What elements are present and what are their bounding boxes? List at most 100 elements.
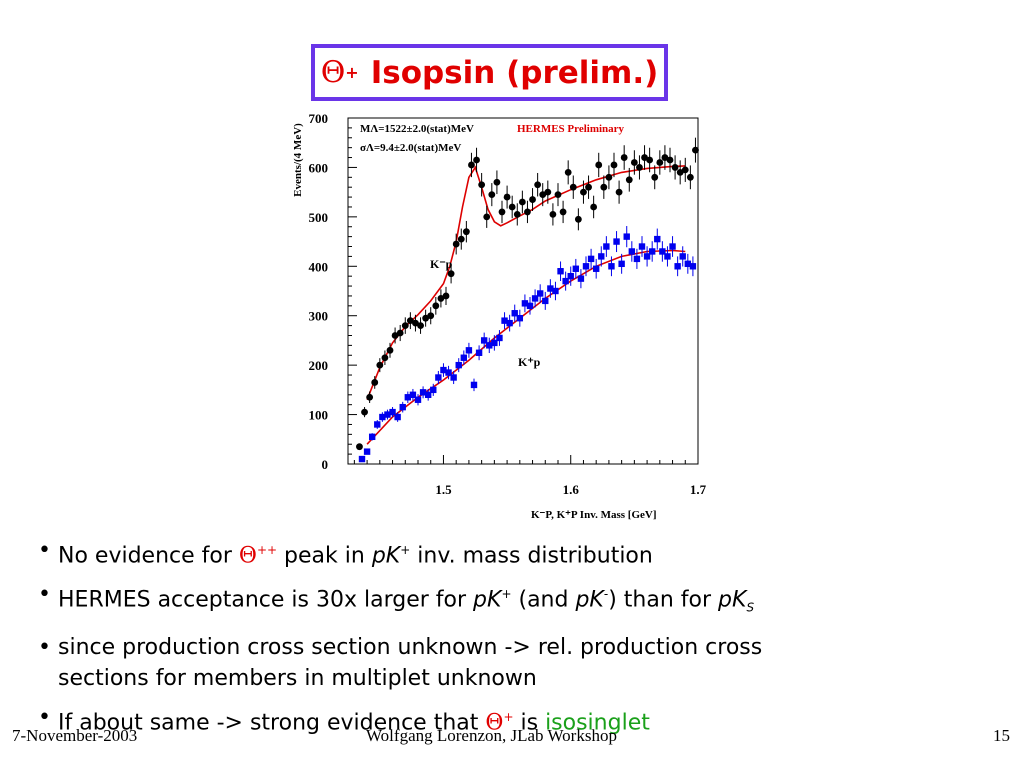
data-point-kplus	[679, 253, 686, 260]
data-point-kminus	[636, 164, 643, 171]
data-point-kminus	[549, 210, 557, 218]
bullet-1-text-a: No evidence for	[58, 543, 239, 569]
y-tick-label: 0	[322, 457, 329, 472]
data-point-kminus	[498, 208, 506, 216]
bullet-2-text-a: HERMES acceptance is 30x larger for	[58, 587, 474, 613]
data-point-kminus	[468, 161, 475, 169]
data-point-kminus	[671, 164, 679, 171]
data-point-kminus	[554, 191, 562, 199]
data-point-kplus	[501, 317, 508, 324]
bullet-2-text-b: (and	[511, 587, 576, 613]
data-point-kplus	[623, 233, 630, 240]
data-point-kplus	[394, 413, 401, 421]
data-point-kminus	[518, 198, 526, 206]
data-point-kminus	[569, 183, 577, 191]
data-point-kminus	[412, 319, 419, 327]
data-point-kplus	[638, 243, 646, 250]
data-point-kminus	[432, 302, 440, 310]
data-point-kminus	[437, 295, 445, 302]
plot-frame	[347, 117, 699, 465]
data-point-kplus	[440, 366, 447, 374]
bullet-2: • HERMES acceptance is 30x larger for pK+…	[38, 579, 1008, 624]
data-point-kplus	[460, 354, 468, 361]
data-point-kminus	[692, 146, 699, 154]
data-point-kplus	[404, 394, 412, 401]
bullet-3-line-1: since production cross section unknown -…	[58, 635, 763, 661]
data-point-kminus	[539, 191, 547, 199]
data-point-kplus	[592, 265, 600, 272]
data-point-kminus	[483, 213, 491, 221]
data-point-kplus	[654, 235, 661, 243]
preliminary-label: HERMES Preliminary	[517, 123, 625, 135]
data-point-kminus	[376, 361, 384, 369]
data-point-kplus	[552, 287, 559, 295]
theta-symbol: Θ	[238, 543, 257, 569]
data-point-kplus	[526, 302, 534, 310]
data-point-kminus	[564, 168, 572, 176]
fit-curve	[366, 249, 686, 445]
data-point-kminus	[620, 154, 628, 161]
data-point-kminus	[630, 159, 638, 166]
data-point-kminus	[646, 156, 654, 164]
data-point-kplus	[374, 421, 381, 428]
data-point-kminus	[447, 270, 455, 278]
bullet-list: • No evidence for Θ++ peak in pK+ inv. ma…	[38, 535, 1008, 738]
data-point-kplus	[633, 255, 641, 263]
bullet-2-pk3-sub: S	[746, 601, 755, 616]
data-point-kplus	[475, 349, 483, 356]
data-point-kminus	[422, 314, 430, 322]
data-point-kplus	[521, 300, 529, 307]
bullet-4-text-b: is	[513, 710, 546, 736]
bullet-2-text-c: ) than for	[608, 587, 719, 613]
data-point-kminus	[585, 183, 592, 191]
data-point-kminus	[610, 161, 618, 169]
data-point-kplus	[557, 268, 564, 275]
data-point-kplus	[582, 263, 590, 270]
data-point-kplus	[628, 248, 636, 255]
fit-curve	[366, 165, 686, 400]
data-point-kminus	[524, 208, 531, 216]
y-tick-label: 500	[309, 210, 329, 225]
data-point-kplus	[577, 275, 585, 282]
data-point-kplus	[455, 361, 462, 369]
data-point-kplus	[491, 339, 498, 347]
data-point-kplus	[419, 389, 427, 396]
data-point-kminus	[534, 181, 542, 189]
y-tick-label: 400	[309, 259, 329, 274]
fit-result-width: σΛ=9.4±2.0(stat)MeV	[360, 142, 461, 154]
data-point-kminus	[513, 210, 521, 218]
data-point-kminus	[401, 322, 409, 329]
data-point-kminus	[666, 156, 674, 164]
data-point-kminus	[366, 393, 374, 401]
data-point-kplus	[506, 319, 513, 327]
slide-title: Θ + Isopsin (prelim.)	[311, 44, 668, 101]
data-point-kminus	[381, 354, 389, 362]
data-point-kminus	[676, 168, 684, 176]
theta-superscript: ++	[256, 543, 278, 557]
theta-superscript: +	[503, 710, 514, 725]
data-point-kminus	[686, 173, 694, 181]
data-point-kplus	[572, 265, 580, 272]
y-tick-label: 600	[309, 160, 329, 175]
data-point-kminus	[590, 203, 598, 211]
x-axis-label: K⁻P, K⁺P Inv. Mass [GeV]	[531, 509, 657, 521]
bullet-2-pk3: pK	[718, 587, 747, 613]
theta-symbol: Θ	[485, 710, 504, 736]
y-tick-label: 200	[309, 358, 329, 373]
data-point-kplus	[511, 310, 518, 317]
data-point-kplus	[613, 238, 620, 245]
bullet-1: • No evidence for Θ++ peak in pK+ inv. ma…	[38, 535, 1008, 571]
bullet-dot: •	[38, 582, 51, 608]
bullet-1-text-c: inv. mass distribution	[410, 543, 653, 569]
data-point-kplus	[480, 337, 488, 344]
data-point-kminus	[406, 317, 414, 325]
bullet-2-pk2-sup: -	[603, 587, 609, 602]
data-point-kplus	[674, 263, 681, 270]
data-point-kplus	[689, 263, 697, 270]
bullet-4: • If about same -> strong evidence that Θ…	[38, 702, 1008, 738]
data-point-kminus	[661, 154, 669, 161]
footer-date: 7-November-2003	[12, 726, 138, 745]
y-tick-label: 300	[309, 309, 329, 324]
data-point-kminus	[396, 329, 404, 337]
bullet-4-text-a: If about same -> strong evidence that	[58, 710, 486, 736]
